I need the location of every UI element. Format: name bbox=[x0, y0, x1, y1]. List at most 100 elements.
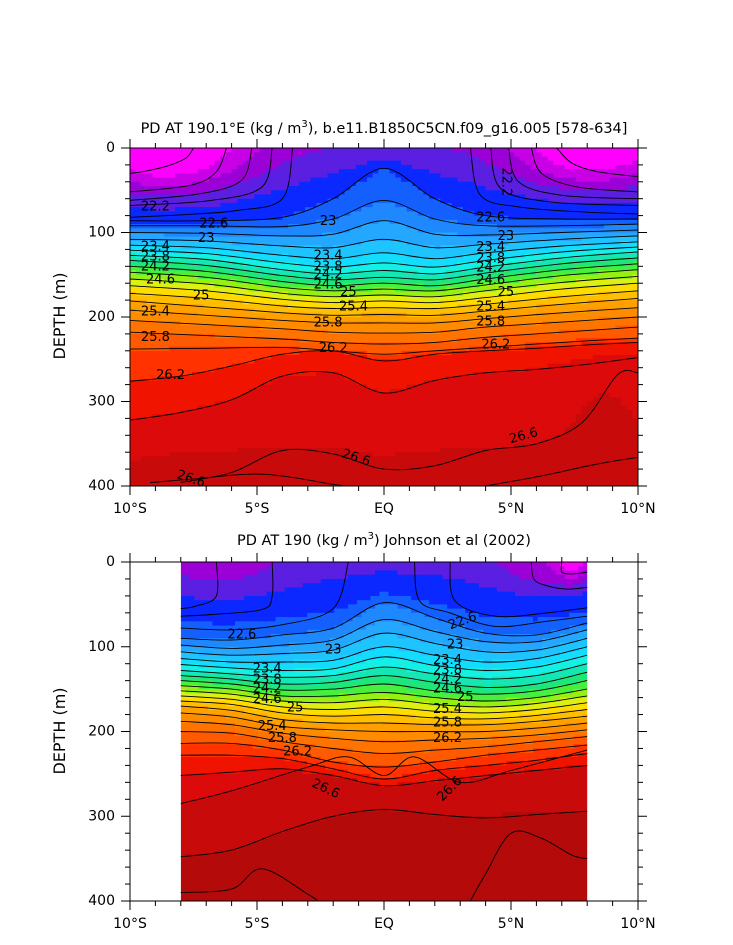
density-cell bbox=[361, 266, 368, 272]
density-cell bbox=[186, 283, 193, 289]
density-cell bbox=[367, 397, 374, 403]
density-cell bbox=[350, 388, 357, 394]
density-cell bbox=[333, 236, 340, 242]
density-cell bbox=[310, 325, 317, 331]
density-cell bbox=[220, 152, 227, 158]
density-cell bbox=[412, 388, 419, 394]
density-cell bbox=[361, 439, 368, 445]
density-cell bbox=[203, 380, 210, 386]
density-cell bbox=[276, 380, 283, 386]
density-cell bbox=[163, 173, 171, 179]
density-cell bbox=[242, 321, 250, 327]
density-cell bbox=[203, 291, 210, 297]
density-cell bbox=[468, 447, 475, 453]
density-cell bbox=[135, 333, 142, 339]
density-cell bbox=[225, 177, 233, 183]
density-cell bbox=[384, 469, 391, 474]
density-cell bbox=[242, 464, 250, 470]
density-cell bbox=[214, 219, 221, 225]
density-cell bbox=[214, 194, 221, 200]
density-cell bbox=[192, 393, 199, 398]
density-cell bbox=[316, 207, 323, 212]
density-cell bbox=[440, 190, 447, 196]
density-cell bbox=[231, 409, 238, 415]
density-cell bbox=[474, 469, 481, 474]
density-cell bbox=[158, 181, 165, 187]
density-cell bbox=[225, 287, 233, 293]
density-cell bbox=[333, 384, 340, 390]
density-cell bbox=[135, 257, 142, 263]
density-cell bbox=[327, 198, 334, 204]
density-cell bbox=[400, 224, 408, 229]
density-cell bbox=[361, 333, 368, 339]
density-cell bbox=[440, 355, 447, 360]
density-cell bbox=[175, 312, 182, 318]
density-cell bbox=[474, 418, 481, 424]
density-cell bbox=[429, 291, 436, 297]
density-cell bbox=[282, 181, 289, 187]
density-cell bbox=[130, 481, 137, 486]
density-cell bbox=[130, 270, 137, 276]
density-cell bbox=[372, 240, 379, 246]
density-cell bbox=[440, 447, 447, 453]
density-cell bbox=[389, 431, 396, 436]
density-cell bbox=[293, 426, 300, 432]
density-cell bbox=[316, 338, 323, 343]
density-cell bbox=[367, 418, 374, 424]
density-cell bbox=[468, 148, 475, 153]
density-cell bbox=[152, 262, 159, 267]
density-cell bbox=[338, 473, 346, 479]
density-cell bbox=[248, 152, 255, 158]
density-cell bbox=[412, 194, 419, 200]
density-cell bbox=[395, 473, 402, 479]
density-cell bbox=[451, 329, 458, 335]
density-cell bbox=[293, 376, 300, 381]
density-cell bbox=[406, 156, 413, 162]
density-cell bbox=[400, 291, 408, 297]
density-cell bbox=[350, 473, 357, 479]
density-cell bbox=[451, 291, 458, 297]
density-cell bbox=[400, 181, 408, 187]
density-cell bbox=[265, 181, 272, 187]
density-cell bbox=[304, 380, 312, 386]
density-cell bbox=[141, 287, 148, 293]
density-cell bbox=[344, 173, 351, 179]
density-cell bbox=[163, 224, 171, 229]
density-cell bbox=[152, 266, 159, 272]
density-cell bbox=[209, 456, 216, 462]
density-cell bbox=[367, 325, 374, 331]
density-cell bbox=[203, 393, 210, 398]
density-cell bbox=[474, 439, 481, 445]
density-cell bbox=[265, 397, 272, 403]
density-cell bbox=[417, 224, 425, 229]
density-cell bbox=[163, 240, 171, 246]
density-cell bbox=[367, 257, 374, 263]
density-cell bbox=[197, 363, 204, 369]
density-cell bbox=[265, 245, 272, 250]
density-cell bbox=[248, 240, 255, 246]
density-cell bbox=[237, 266, 244, 272]
density-cell bbox=[158, 274, 165, 280]
density-cell bbox=[423, 333, 430, 339]
density-cell bbox=[180, 422, 188, 428]
density-cell bbox=[141, 283, 148, 289]
density-cell bbox=[350, 397, 357, 403]
density-cell bbox=[225, 274, 233, 280]
density-cell bbox=[152, 249, 159, 255]
density-cell bbox=[479, 198, 487, 204]
density-cell bbox=[152, 473, 159, 479]
density-cell bbox=[282, 367, 289, 373]
density-cell bbox=[321, 325, 329, 331]
density-cell bbox=[175, 232, 182, 238]
density-cell bbox=[271, 481, 278, 486]
density-cell bbox=[276, 456, 283, 462]
density-cell bbox=[429, 460, 436, 466]
density-cell bbox=[231, 308, 238, 314]
density-cell bbox=[338, 207, 346, 212]
density-cell bbox=[406, 422, 413, 428]
density-cell bbox=[423, 477, 430, 483]
density-cell bbox=[152, 177, 159, 183]
density-cell bbox=[180, 464, 188, 470]
density-cell bbox=[248, 346, 255, 352]
density-cell bbox=[446, 380, 453, 386]
